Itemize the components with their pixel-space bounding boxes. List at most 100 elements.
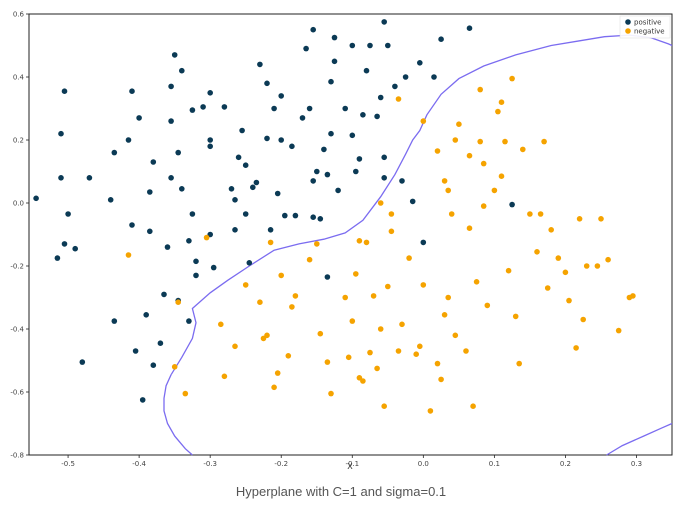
point-positive xyxy=(278,137,285,143)
point-positive xyxy=(303,45,309,52)
point-positive xyxy=(157,340,164,347)
point-positive xyxy=(324,171,331,178)
point-negative xyxy=(257,299,263,306)
point-negative xyxy=(566,297,572,304)
point-negative xyxy=(370,293,377,299)
point-positive xyxy=(409,198,416,205)
point-positive xyxy=(175,149,181,156)
point-positive xyxy=(264,135,270,142)
point-positive xyxy=(356,156,363,162)
point-positive xyxy=(466,25,473,32)
point-positive xyxy=(72,245,78,252)
y-tick-label: -0.6 xyxy=(10,389,24,397)
point-positive xyxy=(360,112,366,118)
point-negative xyxy=(477,86,484,93)
point-negative xyxy=(491,187,498,194)
point-negative xyxy=(605,256,611,263)
point-positive xyxy=(274,190,281,197)
point-positive xyxy=(235,154,242,161)
point-negative xyxy=(434,360,441,367)
point-negative xyxy=(576,216,583,222)
point-positive xyxy=(200,104,206,110)
point-negative xyxy=(466,225,473,231)
point-negative xyxy=(367,349,373,356)
point-negative xyxy=(456,121,462,127)
point-positive xyxy=(150,362,157,369)
point-positive xyxy=(168,118,174,124)
point-positive xyxy=(271,105,277,112)
point-negative xyxy=(452,332,459,339)
point-negative xyxy=(328,390,334,397)
point-negative xyxy=(484,302,491,309)
point-positive xyxy=(278,93,285,99)
data-points xyxy=(33,19,636,414)
point-positive xyxy=(328,78,334,85)
point-negative xyxy=(630,293,636,299)
point-positive xyxy=(402,74,409,80)
point-negative xyxy=(218,321,224,328)
point-negative xyxy=(203,234,210,241)
point-negative xyxy=(537,211,544,217)
point-negative xyxy=(615,327,622,334)
point-positive xyxy=(111,318,118,324)
point-negative xyxy=(434,148,441,154)
point-positive xyxy=(232,197,238,203)
point-negative xyxy=(516,360,522,367)
point-negative xyxy=(289,304,295,310)
point-positive xyxy=(161,291,167,298)
point-positive xyxy=(289,143,295,150)
point-positive xyxy=(342,105,349,112)
point-negative xyxy=(498,173,505,179)
figure-caption: Hyperplane with C=1 and sigma=0.1 xyxy=(235,484,447,499)
point-positive xyxy=(317,216,324,222)
point-negative xyxy=(573,345,579,351)
point-positive xyxy=(228,186,235,192)
point-negative xyxy=(363,239,370,246)
point-positive xyxy=(79,359,86,365)
point-positive xyxy=(438,36,444,42)
point-positive xyxy=(86,175,93,181)
point-negative xyxy=(473,279,480,285)
point-negative xyxy=(512,313,519,320)
point-positive xyxy=(139,397,146,403)
point-positive xyxy=(267,227,274,233)
point-negative xyxy=(285,353,292,359)
point-positive xyxy=(399,178,405,184)
point-positive xyxy=(331,58,338,65)
point-positive xyxy=(132,348,139,354)
point-positive xyxy=(210,264,217,271)
point-negative xyxy=(317,330,324,337)
point-positive xyxy=(136,115,142,121)
point-negative xyxy=(505,267,512,274)
point-positive xyxy=(207,90,213,96)
point-negative xyxy=(381,403,388,410)
point-positive xyxy=(392,83,398,90)
point-positive xyxy=(264,80,270,87)
point-positive xyxy=(107,197,114,203)
point-negative xyxy=(324,359,331,365)
point-negative xyxy=(502,138,508,145)
point-positive xyxy=(349,132,356,139)
point-negative xyxy=(520,146,526,153)
point-positive xyxy=(282,212,288,219)
x-tick-label: 0.2 xyxy=(560,460,571,468)
point-negative xyxy=(406,255,412,261)
point-negative xyxy=(534,249,540,255)
point-negative xyxy=(470,403,476,410)
point-positive xyxy=(328,130,334,137)
point-positive xyxy=(509,201,515,208)
axis-ticks: -0.5 -0.4 -0.3 -0.2 -0.1 0.0 0.1 0.2 0.3 -0.8 -0.6… xyxy=(10,11,642,469)
y-tick-label: -0.8 xyxy=(10,452,24,460)
point-positive xyxy=(349,42,356,49)
y-tick-label: -0.4 xyxy=(10,326,24,334)
y-tick-label: -0.2 xyxy=(10,263,24,271)
point-negative xyxy=(221,373,228,380)
point-positive xyxy=(207,143,213,150)
point-negative xyxy=(232,343,238,350)
point-negative xyxy=(445,187,452,194)
point-positive xyxy=(239,127,245,134)
point-positive xyxy=(321,146,327,153)
point-negative xyxy=(562,269,569,276)
point-negative xyxy=(452,137,459,143)
point-positive xyxy=(417,60,423,66)
